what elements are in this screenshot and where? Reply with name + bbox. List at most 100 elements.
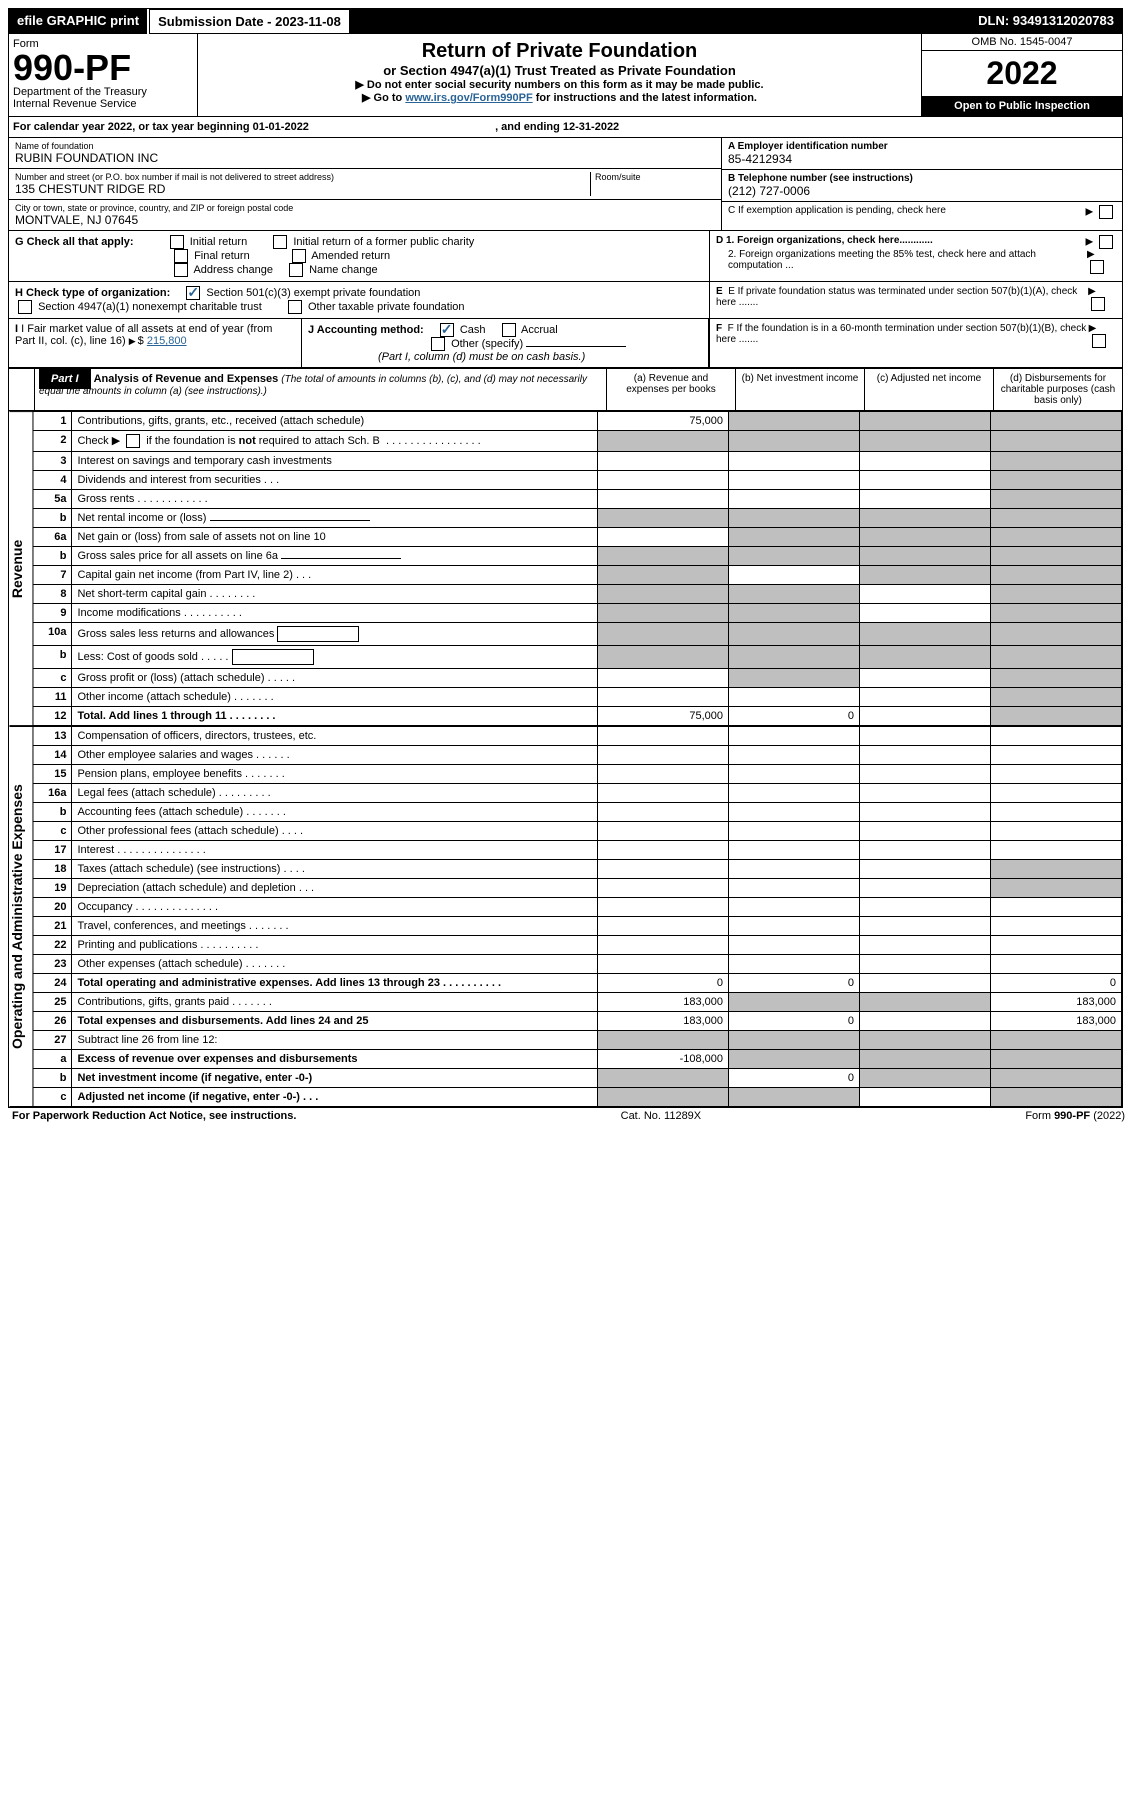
e-section: E E If private foundation status was ter…	[709, 282, 1122, 318]
j-accrual-checkbox[interactable]	[502, 323, 516, 337]
final-return-checkbox[interactable]	[174, 249, 188, 263]
name-label: Name of foundation	[15, 141, 715, 151]
h-e-section: H Check type of organization: Section 50…	[9, 282, 1122, 319]
c-checkbox[interactable]	[1099, 205, 1113, 219]
address-cell: Number and street (or P.O. box number if…	[9, 169, 721, 200]
foundation-city: MONTVALE, NJ 07645	[15, 213, 715, 227]
j-cash: Cash	[460, 324, 486, 336]
goto-line: ▶ Go to www.irs.gov/Form990PF for instru…	[204, 91, 915, 104]
table-row: cAdjusted net income (if negative, enter…	[33, 1088, 1121, 1107]
f-section: F F If the foundation is in a 60-month t…	[709, 319, 1122, 367]
d1-checkbox[interactable]	[1099, 235, 1113, 249]
header-center: Return of Private Foundation or Section …	[198, 34, 921, 116]
table-row: bAccounting fees (attach schedule) . . .…	[33, 803, 1121, 822]
table-row: 15Pension plans, employee benefits . . .…	[33, 765, 1121, 784]
table-row: 12Total. Add lines 1 through 11 . . . . …	[33, 707, 1121, 726]
tel-cell: B Telephone number (see instructions) (2…	[722, 170, 1122, 202]
table-row: cOther professional fees (attach schedul…	[33, 822, 1121, 841]
table-row: 9Income modifications . . . . . . . . . …	[33, 604, 1121, 623]
table-row: 21Travel, conferences, and meetings . . …	[33, 917, 1121, 936]
g-opt2: Initial return of a former public charit…	[293, 236, 474, 248]
j-note: (Part I, column (d) must be on cash basi…	[378, 351, 585, 363]
col-c-head: (c) Adjusted net income	[865, 369, 994, 410]
ein-label: A Employer identification number	[728, 141, 1116, 152]
foundation-info: Name of foundation RUBIN FOUNDATION INC …	[9, 138, 1122, 231]
g-opt1: Initial return	[190, 236, 247, 248]
ein-value: 85-4212934	[728, 152, 1116, 166]
fmv-link[interactable]: 215,800	[147, 335, 187, 347]
j-other-checkbox[interactable]	[431, 337, 445, 351]
table-row: 26Total expenses and disbursements. Add …	[33, 1012, 1121, 1031]
f-checkbox[interactable]	[1092, 334, 1106, 348]
amended-return-checkbox[interactable]	[292, 249, 306, 263]
footer-right: Form 990-PF (2022)	[1025, 1110, 1125, 1122]
j-other: Other (specify)	[451, 338, 523, 350]
tax-year: 2022	[922, 51, 1122, 96]
table-row: 10aGross sales less returns and allowanc…	[33, 623, 1121, 646]
table-row: 24Total operating and administrative exp…	[33, 974, 1121, 993]
city-cell: City or town, state or province, country…	[9, 200, 721, 230]
irs-link[interactable]: www.irs.gov/Form990PF	[405, 92, 532, 104]
g-opt3: Final return	[194, 250, 250, 262]
c-cell: C If exemption application is pending, c…	[722, 202, 1122, 222]
goto-suffix: for instructions and the latest informat…	[533, 92, 757, 104]
h-501c3-checkbox[interactable]	[186, 286, 200, 300]
dept-treasury: Department of the Treasury	[13, 86, 193, 98]
h-4947-checkbox[interactable]	[18, 300, 32, 314]
initial-return-checkbox[interactable]	[170, 235, 184, 249]
calendar-year-row: For calendar year 2022, or tax year begi…	[9, 117, 1122, 138]
e-checkbox[interactable]	[1091, 297, 1105, 311]
col-a-head: (a) Revenue and expenses per books	[607, 369, 736, 410]
table-row: bGross sales price for all assets on lin…	[33, 547, 1121, 566]
page-footer: For Paperwork Reduction Act Notice, see …	[8, 1108, 1129, 1124]
table-row: 17Interest . . . . . . . . . . . . . . .	[33, 841, 1121, 860]
form-990pf: efile GRAPHIC print Submission Date - 20…	[8, 8, 1123, 1108]
name-cell: Name of foundation RUBIN FOUNDATION INC	[9, 138, 721, 169]
table-row: 6aNet gain or (loss) from sale of assets…	[33, 528, 1121, 547]
goto-prefix: ▶ Go to	[362, 92, 405, 104]
d-section: D 1. Foreign organizations, check here..…	[709, 231, 1122, 281]
h-opt2: Section 4947(a)(1) nonexempt charitable …	[38, 301, 262, 313]
initial-former-checkbox[interactable]	[273, 235, 287, 249]
submission-date: Submission Date - 2023-11-08	[149, 9, 350, 34]
j-cash-checkbox[interactable]	[440, 323, 454, 337]
h-label: H Check type of organization:	[15, 287, 170, 299]
tel-value: (212) 727-0006	[728, 184, 1116, 198]
col-b-head: (b) Net investment income	[736, 369, 865, 410]
city-label: City or town, state or province, country…	[15, 203, 715, 213]
omb-number: OMB No. 1545-0047	[922, 34, 1122, 51]
revenue-label: Revenue	[9, 411, 33, 726]
footer-mid: Cat. No. 11289X	[621, 1110, 702, 1122]
top-bar: efile GRAPHIC print Submission Date - 20…	[9, 9, 1122, 34]
table-row: 1Contributions, gifts, grants, etc., rec…	[33, 412, 1121, 431]
g-opt4: Amended return	[311, 250, 390, 262]
e-text: E If private foundation status was termi…	[716, 286, 1077, 308]
cal-end: 12-31-2022	[563, 121, 619, 133]
h-other-checkbox[interactable]	[288, 300, 302, 314]
d1-label: D 1. Foreign organizations, check here..…	[716, 235, 933, 246]
address-change-checkbox[interactable]	[174, 263, 188, 277]
room-label: Room/suite	[595, 172, 715, 182]
schb-checkbox[interactable]	[126, 434, 140, 448]
header-left: Form 990-PF Department of the Treasury I…	[9, 34, 198, 116]
f-text: F If the foundation is in a 60-month ter…	[716, 323, 1086, 345]
irs-label: Internal Revenue Service	[13, 98, 193, 110]
part1-title: Analysis of Revenue and Expenses	[94, 373, 279, 385]
table-row: 22Printing and publications . . . . . . …	[33, 936, 1121, 955]
d2-checkbox[interactable]	[1090, 260, 1104, 274]
table-row: cGross profit or (loss) (attach schedule…	[33, 669, 1121, 688]
table-row: bNet rental income or (loss)	[33, 509, 1121, 528]
table-row: 16aLegal fees (attach schedule) . . . . …	[33, 784, 1121, 803]
foundation-name: RUBIN FOUNDATION INC	[15, 151, 715, 165]
name-change-checkbox[interactable]	[289, 263, 303, 277]
j-label: J Accounting method:	[308, 324, 424, 336]
cal-prefix: For calendar year 2022, or tax year begi…	[13, 121, 253, 133]
table-row: 27Subtract line 26 from line 12:	[33, 1031, 1121, 1050]
i-section: I I Fair market value of all assets at e…	[9, 319, 302, 367]
efile-label: efile GRAPHIC print	[9, 9, 149, 34]
table-row: 8Net short-term capital gain . . . . . .…	[33, 585, 1121, 604]
dln: DLN: 93491312020783	[970, 9, 1122, 34]
expenses-label: Operating and Administrative Expenses	[9, 726, 33, 1107]
table-row: 25Contributions, gifts, grants paid . . …	[33, 993, 1121, 1012]
table-row: 4Dividends and interest from securities …	[33, 471, 1121, 490]
